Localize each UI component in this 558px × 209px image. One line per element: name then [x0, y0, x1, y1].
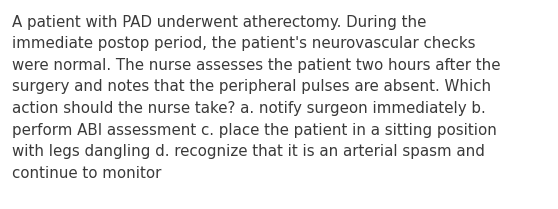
Text: A patient with PAD underwent atherectomy. During the
immediate postop period, th: A patient with PAD underwent atherectomy…: [12, 15, 501, 181]
